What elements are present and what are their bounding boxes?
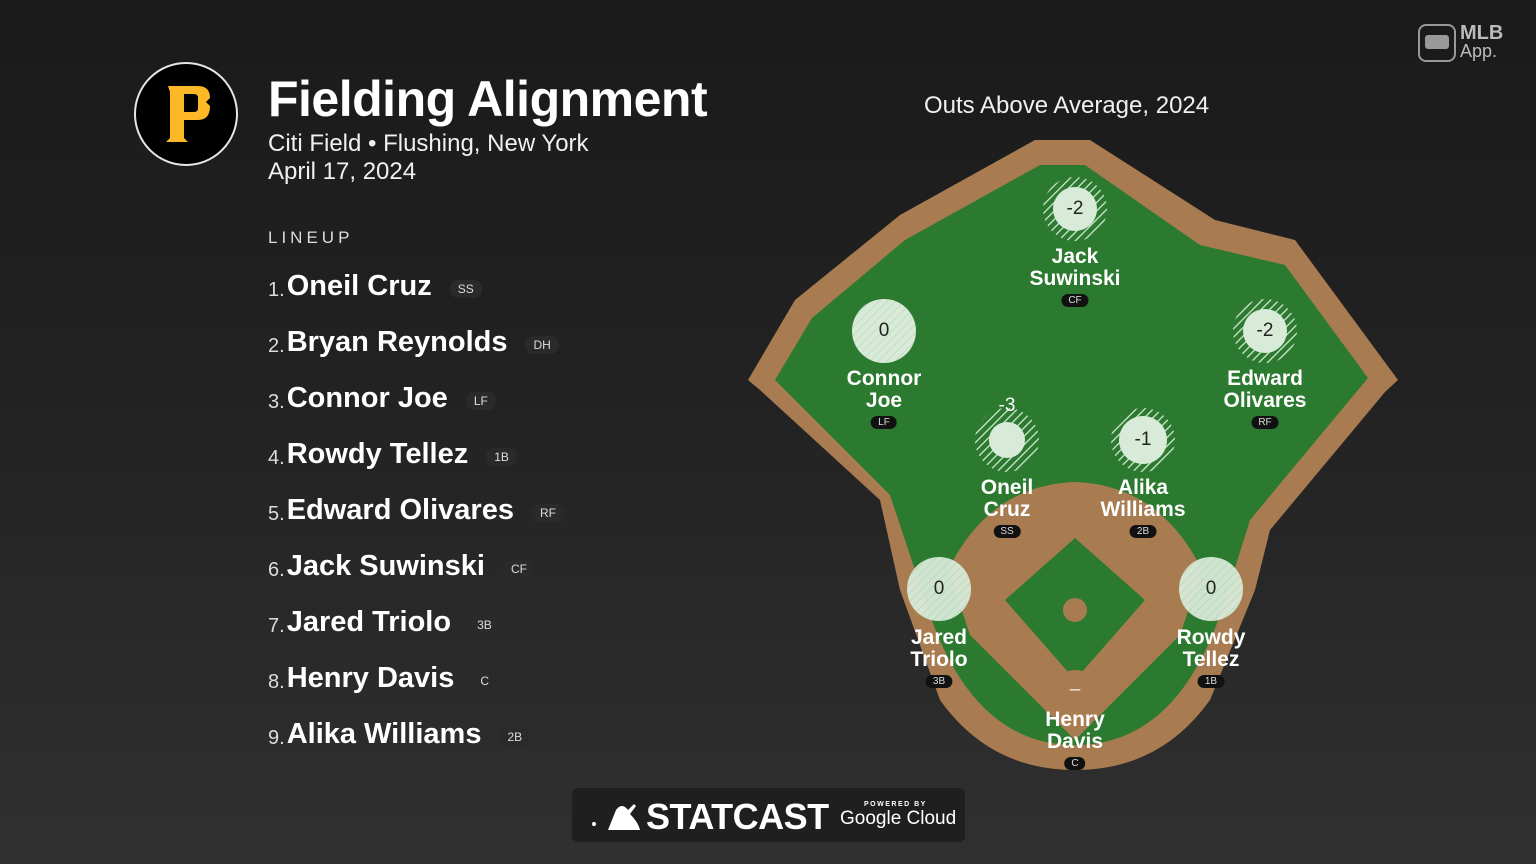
game-date: April 17, 2024 [268,158,417,185]
position-badge: 1B [1197,675,1225,688]
pirates-p-icon [166,86,210,142]
position-badge: RF [531,504,564,522]
fielder-2b: Alika Williams 2B [1100,476,1186,538]
position-badge: SS [993,525,1021,538]
player-name: Oneil Cruz [286,269,432,302]
lineup-item: 6. Jack Suwinski CF [268,538,564,594]
oaa-marker-1b [1179,557,1243,621]
lineup-item: 3. Connor Joe LF [268,370,564,426]
oaa-value-c: – [1069,679,1081,700]
oaa-value-lf: 0 [878,320,890,341]
batting-order: 4. [268,446,285,469]
position-badge: CF [502,560,535,578]
oaa-value-cf: -2 [1066,198,1084,219]
chart-title: Outs Above Average, 2024 [924,92,1210,119]
position-badge: CF [1061,294,1089,307]
oaa-value-2b: -1 [1134,429,1152,450]
player-name: Jared Triolo [286,605,452,638]
fielder-1b: Rowdy Tellez 1B [1176,626,1246,688]
oaa-value-1b: 0 [1205,578,1217,599]
batting-order: 7. [268,614,285,637]
fielder-3b: Jared Triolo 3B [910,626,968,688]
position-badge: 3B [925,675,953,688]
oaa-marker-lf [852,299,916,363]
oaa-value-3b: 0 [933,578,945,599]
oaa-marker-3b [907,557,971,621]
player-name: Jack Suwinski [286,549,485,582]
player-name: Alika Williams [286,717,482,750]
batting-order: 5. [268,502,285,525]
statcast-badge: STATCAST POWERED BY Google Cloud [572,788,965,842]
game-info: Citi Field • Flushing, New York April 17… [268,130,589,186]
lineup-item: 8. Henry Davis C [268,650,564,706]
player-name: Edward Olivares [286,493,514,526]
home-plate-area [1053,670,1097,714]
oaa-value-ss: -3 [998,395,1016,416]
lineup-heading: LINEUP [268,228,354,247]
position-badge: C [472,672,498,690]
page-title: Fielding Alignment [268,71,708,127]
position-badge: RF [1251,416,1279,429]
position-badge: SS [449,280,482,298]
position-badge: LF [465,392,496,410]
lineup-list: 1. Oneil Cruz SS 2. Bryan Reynolds DH 3. Conn… [268,258,564,762]
fielder-cf: Jack Suwinski CF [1029,245,1121,307]
player-name: Connor Joe [286,381,448,414]
position-badge: DH [525,336,559,354]
venue: Citi Field • Flushing, New York [268,130,589,157]
batting-order: 1. [268,278,285,301]
batting-order: 2. [268,334,285,357]
position-badge: LF [871,416,897,429]
player-name: Henry Davis [286,661,455,694]
player-name: Bryan Reynolds [286,325,508,358]
lineup-item: 2. Bryan Reynolds DH [268,314,564,370]
oaa-value-rf: -2 [1256,320,1274,341]
lineup-item: 7. Jared Triolo 3B [268,594,564,650]
position-badge: C [1064,757,1086,770]
position-badge: 2B [1129,525,1157,538]
mlb-app-watermark: MLB App. [1460,22,1504,61]
position-badge: 3B [469,616,500,634]
fielder-lf: Connor Joe LF [846,367,922,429]
batting-order: 3. [268,390,285,413]
mlb-logo-icon [1418,24,1456,62]
fielder-ss: Oneil Cruz SS [980,476,1034,538]
position-badge: 1B [486,448,517,466]
mlb-batter-icon [592,804,640,830]
fielder-c: Henry Davis C [1045,708,1105,770]
batting-order: 8. [268,670,285,693]
position-badge: 2B [499,728,531,746]
team-logo [134,62,238,166]
batting-order: 6. [268,558,285,581]
fielder-rf: Edward Olivares RF [1223,367,1307,429]
lineup-item: 1. Oneil Cruz SS [268,258,564,314]
lineup-item: 5. Edward Olivares RF [268,482,564,538]
lineup-item: 9. Alika Williams 2B [268,706,564,762]
pitchers-mound [1063,598,1087,622]
player-name: Rowdy Tellez [286,437,469,470]
batting-order: 9. [268,726,285,749]
lineup-item: 4. Rowdy Tellez 1B [268,426,564,482]
